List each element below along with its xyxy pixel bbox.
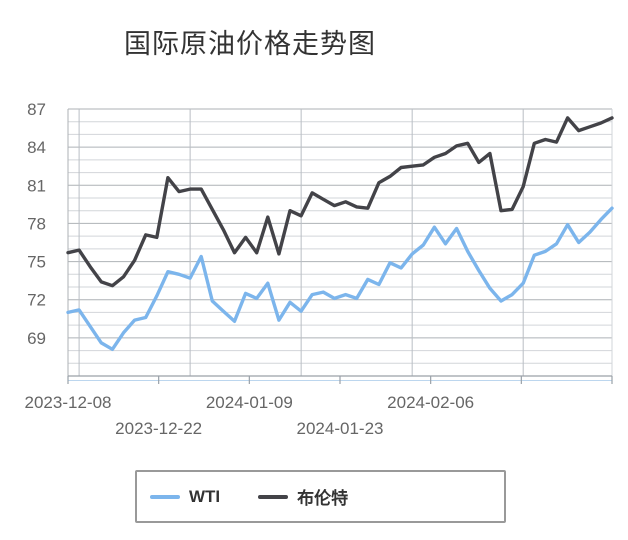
- wti-series-line[interactable]: [66, 206, 614, 351]
- y-axis-label: 78: [27, 214, 46, 233]
- x-axis-label: 2023-12-08: [25, 393, 112, 412]
- legend-item-wti[interactable]: WTI: [150, 487, 220, 507]
- y-axis-label: 87: [27, 100, 46, 119]
- y-axis-label: 69: [27, 329, 46, 348]
- chart-title: 国际原油价格走势图: [124, 29, 376, 59]
- legend-box: WTI 布伦特: [135, 470, 506, 523]
- brent-line-swatch: [258, 494, 289, 499]
- x-axis-label: 2024-01-23: [297, 419, 384, 438]
- legend-label-brent: 布伦特: [297, 489, 349, 508]
- y-axis-label: 75: [27, 253, 46, 272]
- y-axis-label: 81: [27, 176, 46, 195]
- x-axis-label: 2024-02-06: [387, 393, 474, 412]
- x-axis-label: 2024-01-09: [206, 393, 293, 412]
- legend-item-brent[interactable]: 布伦特: [258, 484, 348, 509]
- legend-label-wti: WTI: [189, 486, 221, 506]
- wti-line-swatch: [150, 494, 180, 499]
- y-axis-label: 84: [27, 138, 46, 157]
- y-axis-label: 72: [27, 291, 46, 310]
- brent-series-line[interactable]: [66, 116, 614, 288]
- x-axis-label: 2023-12-22: [115, 419, 202, 438]
